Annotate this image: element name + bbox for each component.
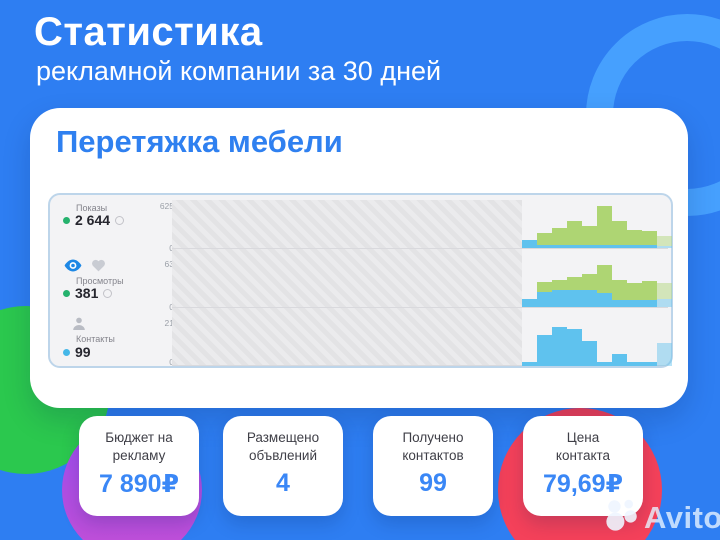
- no-data-hatched-region: [172, 200, 522, 366]
- summary-card-value: 4: [276, 469, 290, 498]
- metric-value-row-views: 381: [63, 285, 113, 301]
- metric-label-views: Просмотры: [76, 276, 124, 286]
- campaign-title: Перетяжка мебели: [56, 124, 343, 159]
- metric-value-impressions: 2 644: [75, 212, 111, 228]
- info-icon: [103, 288, 113, 298]
- y-axis-label: 0: [148, 243, 174, 253]
- heart-icon: [91, 259, 106, 277]
- summary-card-contacts: Получено контактов 99: [373, 416, 493, 516]
- summary-card-ads-count: Размещено объвлений 4: [223, 416, 343, 516]
- metric-value-row-contacts: 99: [63, 344, 91, 360]
- gridline: [172, 307, 668, 308]
- y-axis-label: 63: [164, 259, 174, 269]
- gridline: [172, 365, 668, 366]
- metric-value-views: 381: [75, 285, 99, 301]
- gridline: [172, 248, 668, 249]
- person-icon: [72, 317, 86, 336]
- y-axis-label: 21: [164, 318, 174, 328]
- summary-card-budget: Бюджет на рекламу 7 890₽: [79, 416, 199, 516]
- summary-card-label: Цена контакта: [555, 430, 611, 463]
- green-dot-icon: [63, 289, 70, 297]
- summary-card-value: 79,69₽: [543, 470, 623, 499]
- engagement-icons-row: [64, 259, 106, 277]
- avito-logo-text: Avito: [644, 499, 720, 535]
- page-title: Статистика: [34, 10, 263, 54]
- y-axis-label: 625: [159, 201, 174, 211]
- y-axis-label: 0: [148, 357, 174, 367]
- page-subtitle: рекламной компании за 30 дней: [36, 56, 442, 86]
- statistics-chart-panel: Показы 2 644: [48, 193, 673, 368]
- campaign-card: Перетяжка мебели Показы 2 644: [30, 108, 688, 408]
- avito-watermark: Avito: [604, 496, 720, 539]
- metric-value-row-impressions: 2 644: [63, 212, 125, 228]
- y-axis-label: 0: [148, 302, 174, 312]
- summary-card-contact-price: Цена контакта 79,69₽: [523, 416, 643, 516]
- green-dot-icon: [63, 216, 70, 224]
- chart-plot-area: [172, 200, 672, 366]
- blue-dot-icon: [63, 348, 70, 356]
- metric-label-impressions: Показы: [76, 203, 108, 213]
- summary-card-label: Получено контактов: [402, 430, 464, 463]
- chart-bars-row: [522, 206, 672, 248]
- summary-card-label: Бюджет на рекламу: [105, 430, 173, 463]
- info-icon: [115, 215, 125, 225]
- metric-label-contacts: Контакты: [76, 334, 115, 344]
- chart-bars-row: [522, 323, 672, 366]
- eye-icon: [64, 259, 82, 277]
- metric-value-contacts: 99: [75, 344, 91, 360]
- summary-card-value: 7 890₽: [99, 470, 179, 499]
- avito-logo-icon: [604, 496, 642, 539]
- summary-card-label: Размещено объвлений: [246, 430, 320, 463]
- summary-card-value: 99: [419, 469, 447, 498]
- chart-bars-row: [522, 264, 672, 307]
